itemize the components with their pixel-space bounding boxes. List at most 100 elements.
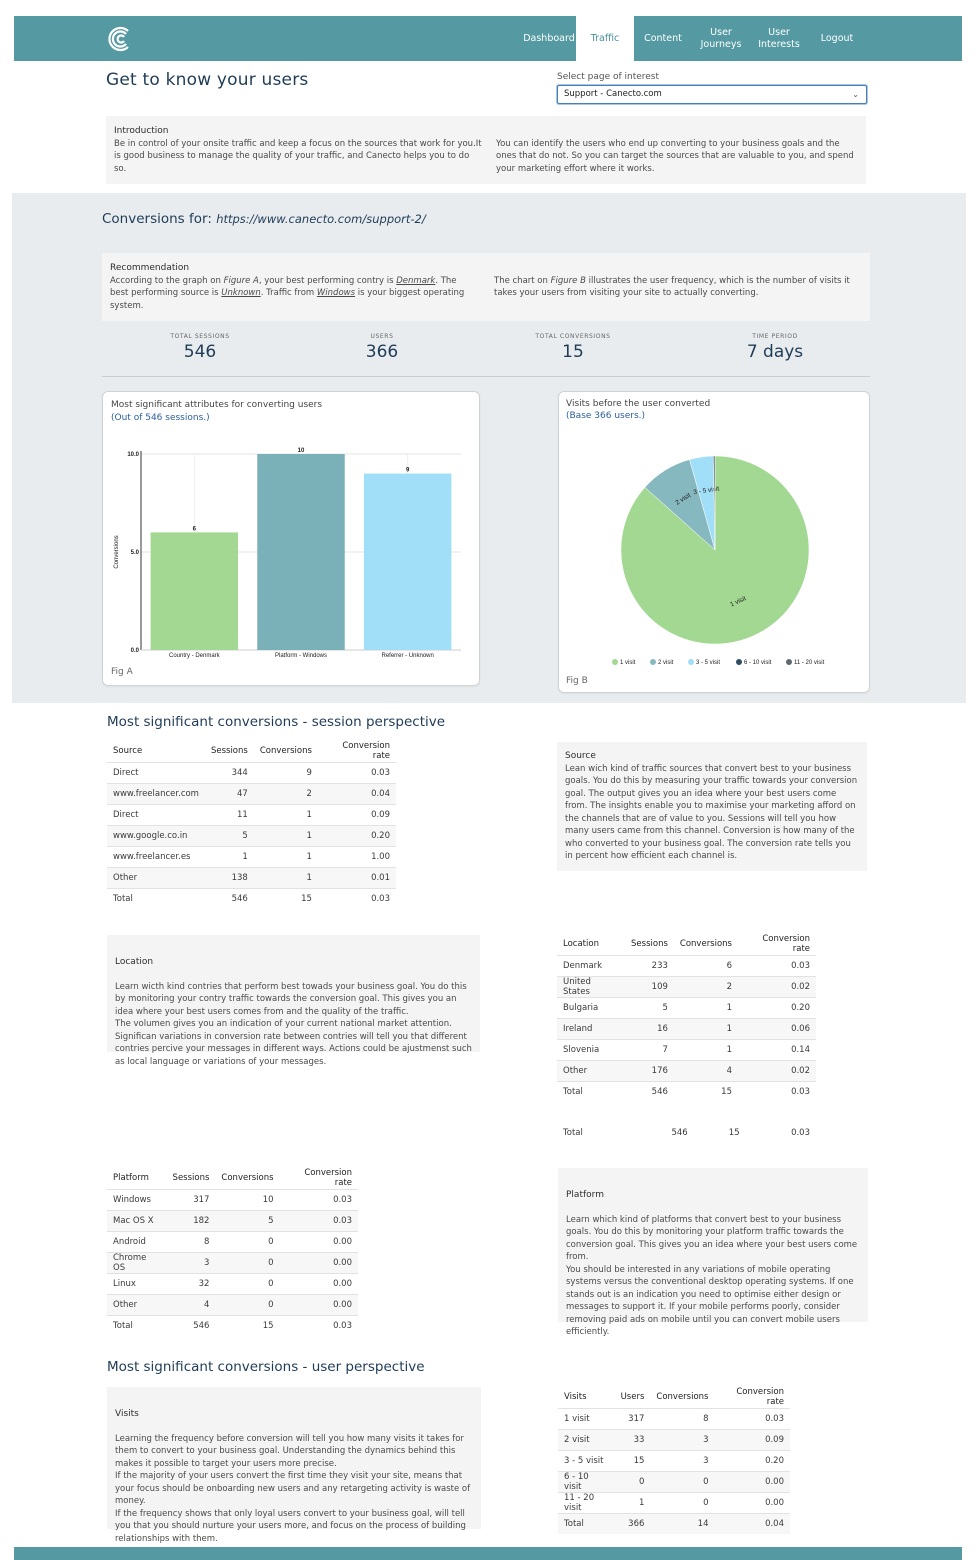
figure-a-subtitle: (Out of 546 sessions.)	[111, 413, 210, 423]
table-row: Direct 11 1 0.09	[107, 803, 396, 825]
divider	[102, 376, 870, 377]
source-info-box: Source Lean wich kind of traffic sources…	[557, 742, 867, 871]
table-row: Total 546 15 0.03	[557, 1080, 816, 1102]
introduction-text-left: Be in control of your onsite traffic and…	[114, 138, 482, 174]
figure-a-label: Fig A	[111, 667, 133, 677]
table-row: Total 546 15 0.03	[107, 1314, 358, 1336]
table-row: Mac OS X 182 5 0.03	[107, 1209, 358, 1231]
table-row: 3 - 5 visit 15 3 0.20	[558, 1449, 790, 1471]
nav-user-interests[interactable]: User Interests	[758, 26, 800, 50]
legend-swatch	[786, 659, 792, 665]
table-row: 1 visit 317 8 0.03	[558, 1407, 790, 1429]
figure-b-label: Fig B	[566, 676, 588, 686]
stat-total-sessions: TOTAL SESSIONS 546	[170, 333, 230, 362]
table-row: Android 8 0 0.00	[107, 1230, 358, 1252]
table-row: Total 546 15 0.03	[107, 887, 396, 909]
x-tick-label: Referrer - Unknown	[381, 653, 433, 659]
table-row: Chrome OS 3 0 0.00	[107, 1251, 358, 1273]
introduction-text-right: You can identify the users who end up co…	[496, 138, 854, 174]
nav-content[interactable]: Content	[644, 32, 682, 44]
user-perspective-title: Most significant conversions - user pers…	[107, 1359, 425, 1375]
table-row: 6 - 10 visit 0 0 0.00	[558, 1470, 790, 1492]
bar-value-label: 6	[193, 526, 197, 532]
y-tick-label: 5.0	[131, 550, 140, 556]
table-header-row: Platform Sessions Conversions Conversion…	[113, 1168, 352, 1189]
table-row: Bulgaria 5 1 0.20	[557, 996, 816, 1018]
table-row: Denmark 233 6 0.03	[557, 954, 816, 976]
nav-dashboard[interactable]: Dashboard	[523, 32, 575, 44]
recommendation-box: Recommendation According to the graph on…	[102, 253, 870, 321]
legend-label[interactable]: 2 visit	[658, 660, 674, 666]
chevron-down-icon: ⌄	[852, 90, 859, 99]
best-country-link: Denmark	[396, 275, 436, 286]
recommendation-heading: Recommendation	[110, 263, 190, 273]
platform-info-box: Platform Learn which kind of platforms t…	[558, 1168, 868, 1337]
nav-traffic[interactable]: Traffic	[576, 16, 634, 61]
figure-b-card: Visits before the user converted (Base 3…	[558, 391, 870, 693]
y-tick-label: 10.0	[127, 452, 139, 458]
conversions-url[interactable]: https://www.canecto.com/support-2/	[216, 212, 426, 226]
table-row: www.google.co.in 5 1 0.20	[107, 824, 396, 846]
nav-logout[interactable]: Logout	[820, 32, 854, 44]
visits-info-text: Learning the frequency before conversion…	[115, 1433, 471, 1544]
table-row: www.freelancer.es 1 1 1.00	[107, 845, 396, 867]
figure-a-title: Most significant attributes for converti…	[111, 400, 323, 410]
y-tick-label: 0.0	[131, 648, 140, 654]
introduction-heading: Introduction	[114, 126, 169, 136]
table-header-row: Location Sessions Conversions Conversion…	[563, 934, 810, 955]
legend-label[interactable]: 11 - 20 visit	[794, 660, 825, 666]
location-extra-total: Total 546 15 0.03	[557, 1122, 816, 1143]
stat-time-period: TIME PERIOD 7 days	[746, 333, 804, 362]
platform-info-heading: Platform	[566, 1189, 604, 1200]
bar[interactable]	[150, 532, 239, 650]
location-table: Location Sessions Conversions Conversion…	[557, 934, 816, 1102]
platform-info-text: Learn which kind of platforms that conve…	[566, 1214, 858, 1338]
location-info-box: Location Learn wicth kind contries that …	[107, 935, 480, 1067]
bar-value-label: 9	[406, 468, 410, 474]
source-info-text: Lean wich kind of traffic sources that c…	[565, 763, 858, 862]
nav-user-journeys[interactable]: User Journeys	[700, 26, 742, 50]
figure-b-title: Visits before the user converted	[566, 399, 711, 409]
recommendation-text-right: The chart on Figure B illustrates the us…	[494, 275, 850, 299]
best-source-link: Unknown	[221, 288, 261, 298]
figure-b-subtitle: (Base 366 users.)	[566, 411, 646, 421]
legend-label[interactable]: 1 visit	[620, 660, 636, 666]
legend-swatch	[612, 659, 618, 665]
page-select-value: Support - Canecto.com	[564, 89, 662, 99]
pie-slice-label: 3 - 5 visit	[693, 485, 720, 496]
table-row: www.freelancer.com 47 2 0.04	[107, 782, 396, 804]
bar[interactable]	[363, 473, 452, 650]
stat-total-conversions: TOTAL CONVERSIONS 15	[535, 333, 611, 362]
table-row: 2 visit 33 3 0.09	[558, 1428, 790, 1450]
y-axis-label: Conversions	[114, 535, 120, 568]
recommendation-text-left: According to the graph on Figure A, your…	[110, 275, 465, 311]
page-title: Get to know your users	[106, 70, 309, 90]
visits-info-box: Visits Learning the frequency before con…	[107, 1387, 481, 1544]
table-row: United States 109 2 0.02	[557, 975, 816, 997]
location-info-text: Learn wicth kind contries that perform b…	[115, 981, 472, 1067]
pie-slice[interactable]	[713, 455, 716, 551]
footer-bar	[14, 1547, 962, 1560]
table-row: Other 138 1 0.01	[107, 866, 396, 888]
source-info-heading: Source	[565, 751, 596, 761]
bar[interactable]	[257, 454, 345, 650]
x-tick-label: Country - Denmark	[169, 653, 221, 659]
legend-label[interactable]: 3 - 5 visit	[696, 660, 720, 666]
top-nav-bar: Dashboard Traffic Content User Journeys …	[14, 16, 962, 61]
page-select-dropdown[interactable]: Support - Canecto.com ⌄	[557, 85, 867, 104]
introduction-box: Introduction Be in control of your onsit…	[106, 116, 866, 184]
legend-label[interactable]: 6 - 10 visit	[744, 660, 772, 666]
table-row: Direct 344 9 0.03	[107, 761, 396, 783]
table-row: Total 546 15 0.03	[563, 1127, 810, 1138]
table-row: Other 4 0 0.00	[107, 1293, 358, 1315]
table-row: Ireland 16 1 0.06	[557, 1017, 816, 1039]
table-header-row: Visits Users Conversions Conversion rate	[564, 1387, 784, 1408]
table-row: 11 - 20 visit 1 0 0.00	[558, 1491, 790, 1513]
canecto-logo-icon[interactable]	[106, 25, 134, 53]
select-page-label: Select page of interest	[557, 72, 660, 82]
location-info-heading: Location	[115, 956, 154, 967]
bar-chart: 0.0 5.0 10.0 6 Country - Denmark 10 Platform -…	[114, 448, 461, 659]
visits-info-heading: Visits	[115, 1408, 139, 1419]
bar-value-label: 10	[298, 448, 305, 454]
